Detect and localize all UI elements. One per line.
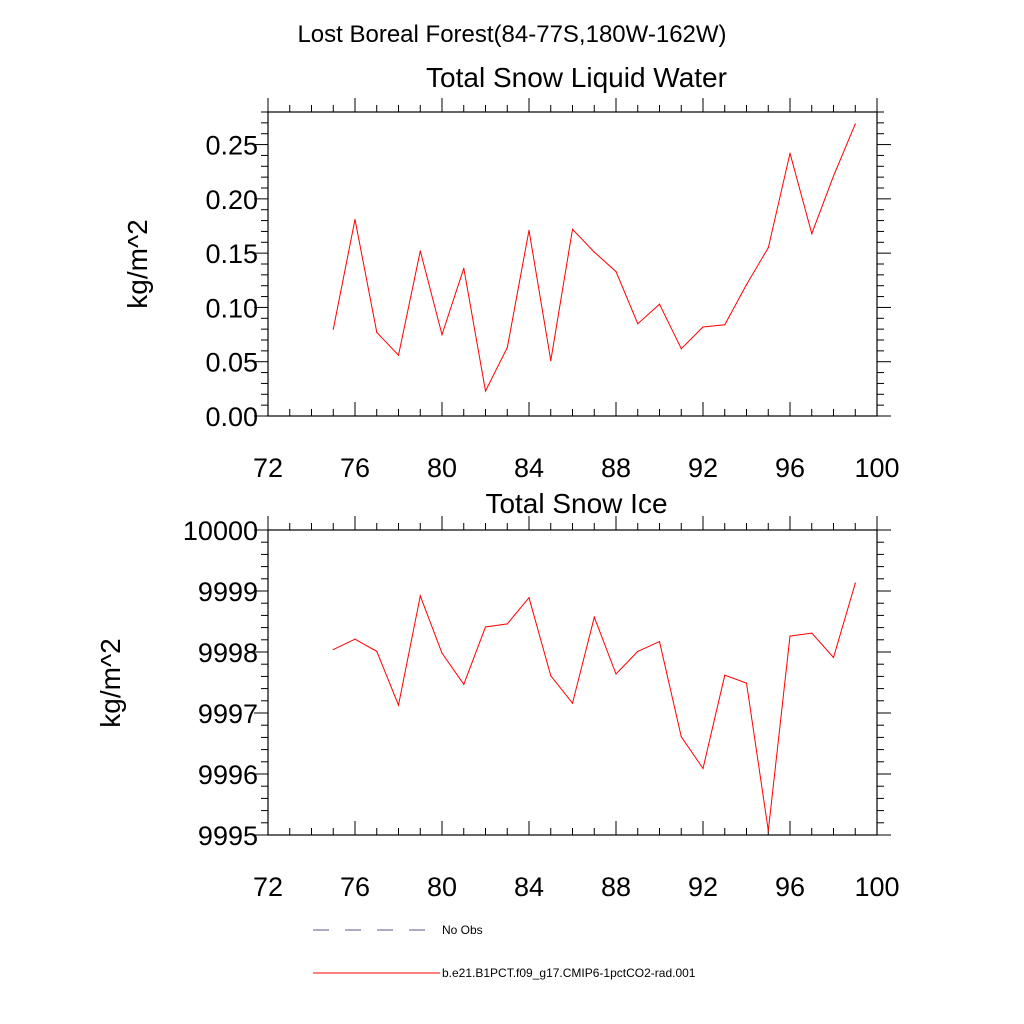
data-point [767, 830, 769, 832]
x-tick-label: 100 [854, 872, 899, 902]
panel-snow-ice: Total Snow Ice kg/m^2 72 76 80 84 88 92 96 100 999… [95, 488, 900, 902]
figure-title: Lost Boreal Forest(84-77S,180W-162W) [297, 21, 726, 48]
data-point [419, 595, 421, 597]
x-tick-label: 84 [514, 872, 544, 902]
x-tick-label: 100 [854, 453, 899, 483]
data-point [441, 652, 443, 654]
data-point [332, 648, 334, 651]
data-point [789, 635, 791, 637]
y-tick-label: 0.15 [205, 239, 258, 269]
data-point [354, 638, 356, 640]
data-point [789, 152, 791, 154]
y-tick-label: 0.05 [205, 348, 258, 378]
data-point [767, 247, 769, 249]
data-point [593, 251, 595, 253]
data-point [811, 233, 813, 235]
y-tick-label: 9998 [198, 638, 258, 668]
data-point [637, 323, 639, 325]
series-line [332, 123, 856, 393]
data-point [332, 328, 334, 330]
data-point [419, 250, 421, 252]
data-point [397, 354, 400, 356]
legend-label-model-run: b.e21.B1PCT.f09_g17.CMIP6-1pctCO2-rad.00… [442, 966, 696, 980]
y-tick-label: 0.00 [205, 402, 258, 432]
x-tick-label: 76 [340, 872, 370, 902]
data-point [441, 333, 443, 336]
x-tick-label: 88 [601, 872, 631, 902]
data-point [484, 390, 487, 392]
data-point [832, 175, 835, 177]
plot-frame [267, 529, 878, 836]
y-tick-label: 0.25 [205, 131, 258, 161]
x-tick-label: 92 [688, 872, 718, 902]
data-point [571, 702, 574, 704]
y-tick-label: 10000 [183, 516, 258, 546]
data-point [593, 616, 595, 618]
data-point [376, 331, 378, 333]
data-point [745, 284, 748, 286]
x-tick-label: 72 [253, 453, 283, 483]
data-point [832, 656, 835, 659]
data-point [506, 623, 508, 625]
data-point [463, 267, 465, 269]
plot-frame [267, 111, 878, 417]
x-tick-label: 88 [601, 453, 631, 483]
data-point [354, 218, 356, 221]
x-tick-label: 92 [688, 453, 718, 483]
data-point [550, 675, 552, 677]
y-tick-label: 0.10 [205, 293, 258, 323]
y-tick-label: 9999 [198, 577, 258, 607]
data-point [724, 324, 726, 326]
data-point [615, 673, 617, 675]
data-point [506, 347, 508, 349]
data-point [376, 650, 378, 652]
series-line [333, 582, 856, 831]
y-tick-label: 9997 [198, 699, 258, 729]
data-point [854, 582, 856, 584]
x-tick-label: 76 [340, 453, 370, 483]
data-point [724, 674, 726, 676]
panel-title: Total Snow Liquid Water [426, 62, 727, 93]
x-tick-label: 80 [427, 453, 457, 483]
legend-label-no-obs: No Obs [442, 923, 483, 937]
x-tick-label: 80 [427, 872, 457, 902]
data-point [397, 704, 400, 706]
data-point [658, 641, 661, 643]
y-tick-label: 0.20 [205, 185, 258, 215]
data-point [528, 597, 530, 599]
data-point [745, 682, 748, 684]
data-point [854, 123, 856, 125]
data-point [680, 348, 682, 350]
y-axis-label: kg/m^2 [95, 638, 126, 727]
legend: No Obs b.e21.B1PCT.f09_g17.CMIP6-1pctCO2… [313, 923, 696, 980]
x-tick-label: 84 [514, 453, 544, 483]
x-tick-label: 96 [775, 453, 805, 483]
data-point [637, 650, 639, 652]
data-point [615, 271, 617, 273]
data-point [463, 683, 465, 685]
data-point [571, 228, 574, 230]
y-axis-label: kg/m^2 [122, 219, 153, 308]
x-tick-label: 72 [253, 872, 283, 902]
data-point [528, 229, 530, 231]
panel-snow-liquid-water: Total Snow Liquid Water kg/m^2 72 76 80 84 88 9… [122, 62, 900, 483]
y-tick-label: 9996 [198, 760, 258, 790]
data-point [484, 626, 487, 628]
data-point [550, 360, 552, 362]
data-point [658, 303, 661, 305]
y-tick-label: 9995 [198, 821, 258, 851]
panel-title: Total Snow Ice [485, 488, 667, 519]
data-point [702, 767, 704, 770]
data-point [702, 326, 704, 328]
data-point [811, 632, 813, 634]
x-tick-label: 96 [775, 872, 805, 902]
data-point [680, 736, 682, 738]
